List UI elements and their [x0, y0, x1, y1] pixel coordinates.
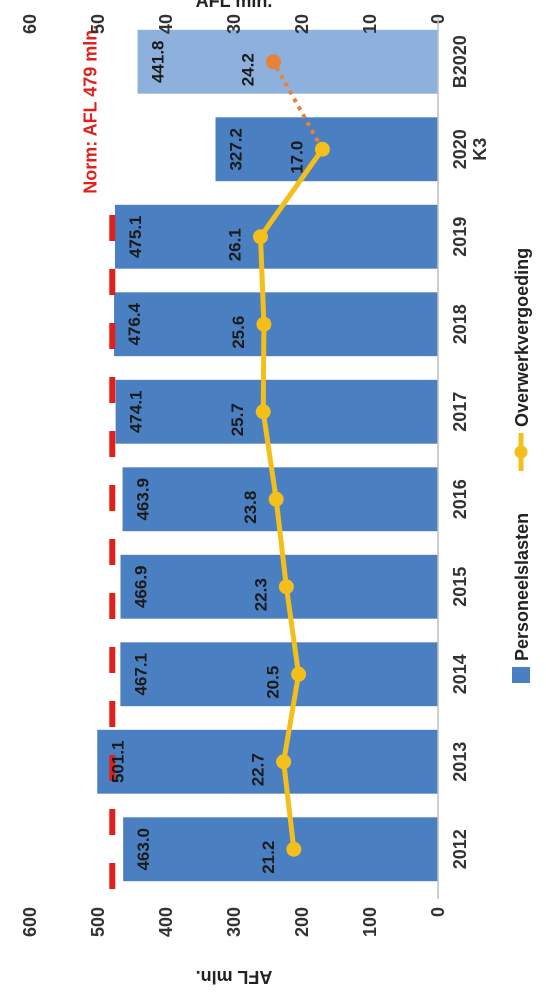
- right-tick-label: 60: [20, 14, 40, 34]
- legend-label-bars: Personeelslasten: [512, 513, 532, 661]
- line-series-overwerkvergoeding: [253, 54, 330, 857]
- line-value-label: 22.3: [251, 578, 270, 611]
- left-tick-label: 400: [156, 907, 176, 937]
- bar-2019: [114, 204, 438, 269]
- norm-label: Norm: AFL 479 mln.: [80, 25, 100, 194]
- left-tick-label: 200: [292, 907, 312, 937]
- overwerk-point-2020-K3: [314, 141, 330, 157]
- bar-value-label: 476.4: [125, 302, 144, 345]
- legend-swatch-marker: [514, 445, 528, 459]
- x-tick-label: 2016: [450, 479, 470, 519]
- bar-2012: [123, 817, 438, 882]
- x-tick-label: 2014: [450, 654, 470, 694]
- overwerk-point-2016: [268, 491, 284, 507]
- overwerk-point-2017: [255, 404, 271, 420]
- left-tick-label: 300: [224, 907, 244, 937]
- bar-value-label: 463.0: [134, 828, 153, 871]
- left-tick-label: 500: [88, 907, 108, 937]
- x-tick-label: 2018: [450, 304, 470, 344]
- legend: Personeelslasten Overwerkvergoeding: [512, 248, 532, 683]
- overwerk-point-B2020: [265, 54, 281, 70]
- legend-label-line: Overwerkvergoeding: [512, 248, 532, 427]
- overwerk-point-2019: [253, 229, 269, 245]
- line-value-label: 26.1: [226, 228, 245, 261]
- left-tick-label: 100: [360, 907, 380, 937]
- bar-value-label: 466.9: [132, 565, 151, 608]
- x-tick-label: 2013: [450, 742, 470, 782]
- line-value-label: 22.7: [249, 753, 268, 786]
- data-labels: 463.0 501.1 467.1 466.9 463.9 474.1 476.4 475.1…: [108, 40, 306, 873]
- overwerk-budget-connector: [271, 60, 325, 151]
- x-tick-label: 2012: [450, 829, 470, 869]
- x-tick-label: 2019: [450, 217, 470, 257]
- x-tick-label: 2015: [450, 567, 470, 607]
- left-tick-label: 0: [428, 907, 448, 917]
- norm-line-group: Norm: AFL 479 mln.: [80, 25, 116, 889]
- x-tick-label: B2020: [450, 35, 470, 88]
- line-value-label: 21.2: [259, 841, 278, 874]
- x-tick-label: 2017: [450, 392, 470, 432]
- right-tick-label: 20: [292, 14, 312, 34]
- right-tick-label: 30: [224, 14, 244, 34]
- right-tick-label: 10: [360, 14, 380, 34]
- x-tick-label: 2020: [450, 129, 470, 169]
- overwerk-point-2013: [276, 754, 292, 770]
- bar-value-label: 327.2: [227, 128, 246, 171]
- bar-2014: [120, 642, 438, 707]
- overwerk-point-2012: [286, 841, 302, 857]
- bar-value-label: 463.9: [134, 478, 153, 521]
- right-axis-title: AFL mln.: [196, 0, 273, 11]
- line-value-label: 24.2: [238, 53, 257, 86]
- bar-value-label: 475.1: [126, 215, 145, 258]
- bar-2013: [97, 729, 438, 794]
- bar-B2020: [137, 29, 439, 94]
- bar-value-label: 474.1: [127, 390, 146, 433]
- left-axis-title: AFL mln.: [196, 967, 273, 987]
- line-value-label: 25.7: [228, 403, 247, 436]
- line-value-label: 20.5: [264, 666, 283, 699]
- overwerk-point-2018: [256, 316, 272, 332]
- line-value-label: 25.6: [229, 316, 248, 349]
- right-tick-label: 50: [88, 14, 108, 34]
- overwerk-point-2014: [291, 666, 307, 682]
- bar-2017: [115, 379, 438, 444]
- x-axis: 2012 2013 2014 2015 2016 2017 2018 2019 2020 K3 B2…: [437, 18, 490, 899]
- legend-swatch-bars: [512, 667, 530, 683]
- right-tick-label: 40: [156, 14, 176, 34]
- bar-value-label: 441.8: [149, 40, 168, 83]
- bar-2018: [114, 292, 438, 357]
- left-axis: 0 100 200 300 400 500 600 AFL mln.: [20, 907, 448, 987]
- line-value-label: 23.8: [241, 491, 260, 524]
- line-value-label: 17.0: [287, 141, 306, 174]
- overwerk-point-2015: [278, 579, 294, 595]
- left-tick-label: 600: [20, 907, 40, 937]
- bar-value-label: 467.1: [131, 653, 150, 696]
- bar-value-label: 501.1: [108, 740, 127, 783]
- x-tick-label: K3: [470, 138, 490, 161]
